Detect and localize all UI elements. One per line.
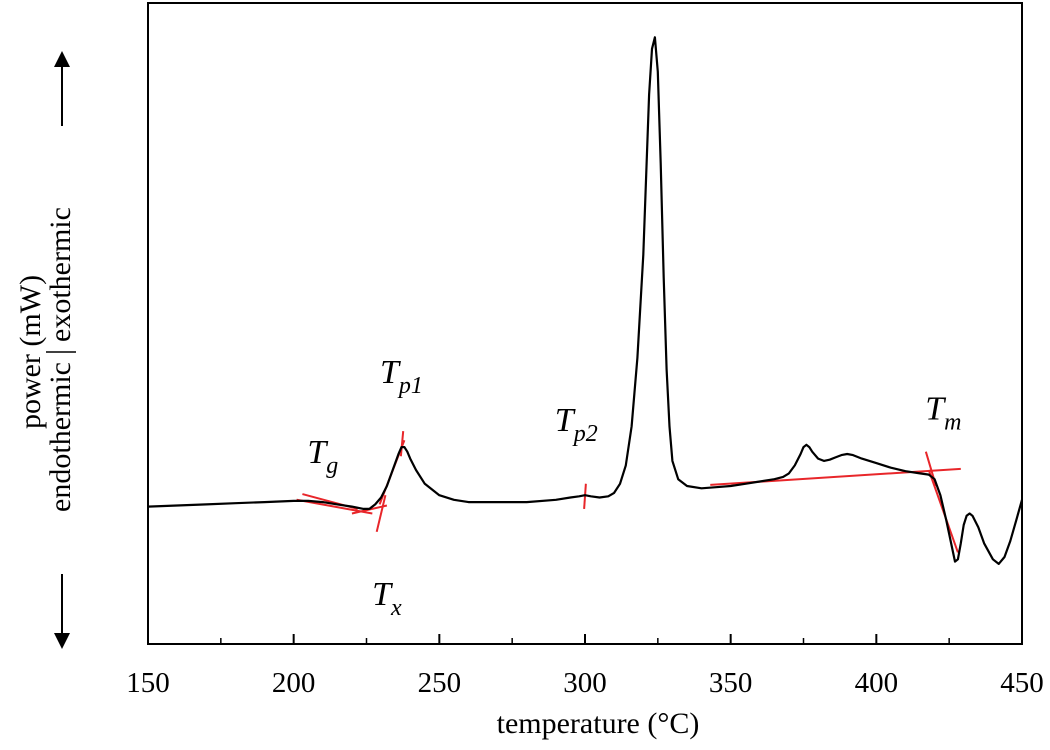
x-tick-label: 350 [709, 667, 753, 699]
arrow-exothermic-icon [54, 51, 70, 126]
annotation-Tx: Tx [372, 576, 402, 621]
x-tick-label: 250 [418, 667, 462, 699]
tangent-tick [399, 431, 405, 457]
y-axis-label-line1: power (mW) [14, 275, 47, 429]
x-tick-label: 400 [855, 667, 899, 699]
x-tick-label: 150 [126, 667, 170, 699]
tangent-tick [375, 494, 387, 533]
y-axis-label-exothermic: exothermic [44, 207, 77, 342]
arrow-endothermic-icon [54, 574, 70, 649]
plot-frame [147, 2, 1023, 645]
annotation-Tm: Tm [925, 391, 961, 436]
annotation-Tg: Tg [307, 434, 338, 479]
temperature-annotations: Tg Tx Tp1 Tp2 Tm [307, 354, 961, 621]
dsc-curve [147, 36, 1024, 565]
x-axis-label: temperature (°C) [497, 707, 700, 740]
x-axis-tick-labels: 150 200 250 300 350 400 450 [126, 667, 1044, 699]
tangent-tick [583, 483, 587, 510]
annotation-Tp1: Tp1 [380, 354, 423, 399]
y-axis-label: power (mW) endothermic exothermic [14, 51, 77, 649]
x-tick-label: 200 [272, 667, 316, 699]
y-axis-label-endothermic: endothermic [44, 362, 77, 512]
annotation-Tp2: Tp2 [555, 402, 598, 447]
x-axis-ticks [147, 634, 1023, 644]
x-tick-label: 300 [563, 667, 607, 699]
x-tick-label: 450 [1000, 667, 1044, 699]
